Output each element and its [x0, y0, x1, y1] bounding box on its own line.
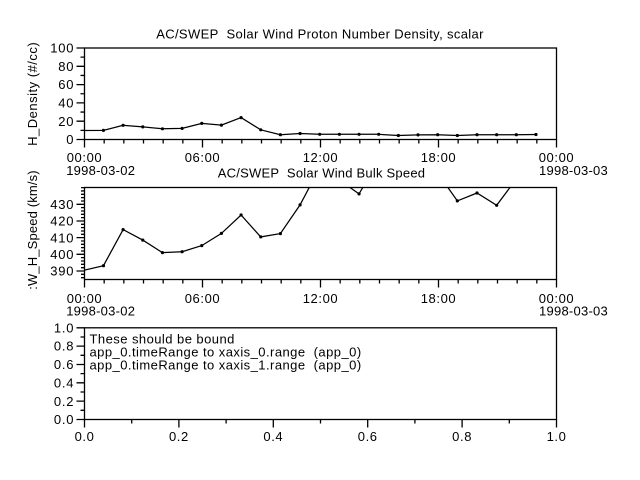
svg-text:00:00: 00:00 [539, 150, 575, 165]
svg-text:0.6: 0.6 [54, 357, 74, 372]
svg-text:0.0: 0.0 [75, 429, 95, 444]
svg-text:00:00: 00:00 [67, 150, 103, 165]
svg-text:1998-03-02: 1998-03-02 [66, 304, 135, 319]
svg-text:1998-03-03: 1998-03-03 [539, 163, 608, 178]
svg-text:These should be bound: These should be bound [90, 331, 235, 346]
svg-text:100: 100 [50, 41, 74, 56]
svg-text:420: 420 [50, 214, 74, 229]
svg-text:1.0: 1.0 [547, 429, 567, 444]
svg-text:1998-03-03: 1998-03-03 [539, 304, 608, 319]
svg-text:1998-03-02: 1998-03-02 [66, 163, 135, 178]
svg-text:00:00: 00:00 [67, 291, 103, 306]
svg-text:app_0.timeRange to xaxis_1.ran: app_0.timeRange to xaxis_1.range (app_0) [90, 358, 362, 373]
svg-text:0.6: 0.6 [358, 429, 378, 444]
svg-text:H_Density (#/cc): H_Density (#/cc) [25, 42, 40, 146]
svg-text:AC/SWEP Solar Wind Bulk Speed: AC/SWEP Solar Wind Bulk Speed [218, 166, 425, 181]
svg-text:80: 80 [58, 59, 74, 74]
svg-text:20: 20 [58, 114, 74, 129]
svg-text:app_0.timeRange to xaxis_0.ran: app_0.timeRange to xaxis_0.range (app_0) [90, 345, 362, 360]
svg-text:18:00: 18:00 [421, 150, 457, 165]
svg-text:410: 410 [50, 230, 74, 245]
svg-text:0.4: 0.4 [263, 429, 283, 444]
svg-text:430: 430 [50, 197, 74, 212]
svg-text:00:00: 00:00 [539, 291, 575, 306]
svg-text:12:00: 12:00 [303, 150, 339, 165]
svg-text:0.8: 0.8 [54, 339, 74, 354]
svg-text:06:00: 06:00 [185, 150, 221, 165]
svg-text:18:00: 18:00 [421, 291, 457, 306]
svg-text:1.0: 1.0 [54, 320, 74, 335]
svg-text:12:00: 12:00 [303, 291, 339, 306]
svg-text:0.2: 0.2 [169, 429, 189, 444]
svg-text:AC/SWEP Solar Wind Proton Num: AC/SWEP Solar Wind Proton Number Density… [156, 27, 484, 42]
svg-text:60: 60 [58, 77, 74, 92]
svg-text:400: 400 [50, 247, 74, 262]
svg-text:0.0: 0.0 [54, 412, 74, 427]
svg-text::W_H_Speed (km/s): :W_H_Speed (km/s) [25, 170, 40, 290]
svg-text:06:00: 06:00 [185, 291, 221, 306]
svg-text:0: 0 [66, 132, 74, 147]
svg-text:0.4: 0.4 [54, 375, 74, 390]
svg-text:0.2: 0.2 [54, 394, 74, 409]
svg-text:40: 40 [58, 96, 74, 111]
svg-text:390: 390 [50, 264, 74, 279]
svg-text:0.8: 0.8 [452, 429, 472, 444]
